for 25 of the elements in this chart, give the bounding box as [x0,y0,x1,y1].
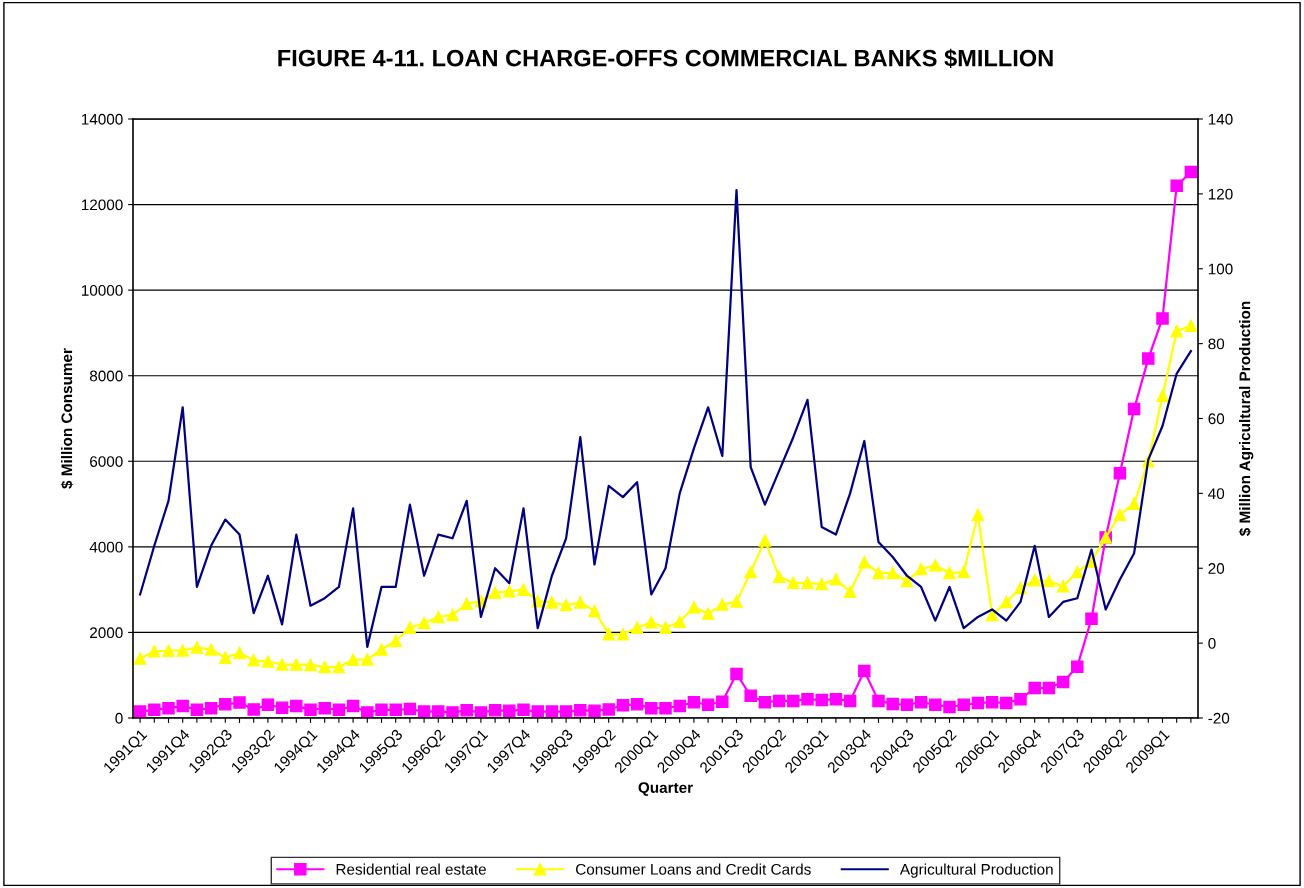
y-tick-label: 0 [115,712,123,724]
y-tick-label: 2000 [90,627,123,639]
y-axis-title: $ Million Consumer [60,348,74,489]
y2-axis-title: $ Million Agricultural Production [1238,301,1254,536]
x-axis-title: Quarter [638,782,693,796]
y-tick-label: 14000 [81,113,123,125]
legend-label: Agricultural Production [899,863,1053,878]
line-series [138,189,1193,648]
y2-tick-label: 100 [1208,263,1233,275]
y2-tick-label: 0 [1208,637,1216,649]
y2-tick-label: 120 [1208,188,1233,200]
y2-tick-label: 80 [1208,338,1225,350]
y2-tick-label: 60 [1208,413,1225,425]
legend-label: Residential real estate [336,863,486,875]
y-tick-label: 12000 [81,199,123,211]
y-tick-label: 10000 [81,285,123,296]
y2-tick-label: 140 [1208,113,1233,125]
y-tick-label: 6000 [90,456,123,467]
y-tick-label: 4000 [89,541,123,553]
y2-tick-label: -20 [1208,712,1230,724]
chart-title: FIGURE 4-11. LOAN CHARGE-OFFS COMMERCIAL BANKS $MILLION [278,48,1053,68]
y2-tick-label: 40 [1208,488,1225,500]
y2-tick-label: 20 [1208,563,1225,574]
legend-label: Consumer Loans and Credit Cards [576,863,811,875]
y-tick-label: 8000 [89,370,123,382]
